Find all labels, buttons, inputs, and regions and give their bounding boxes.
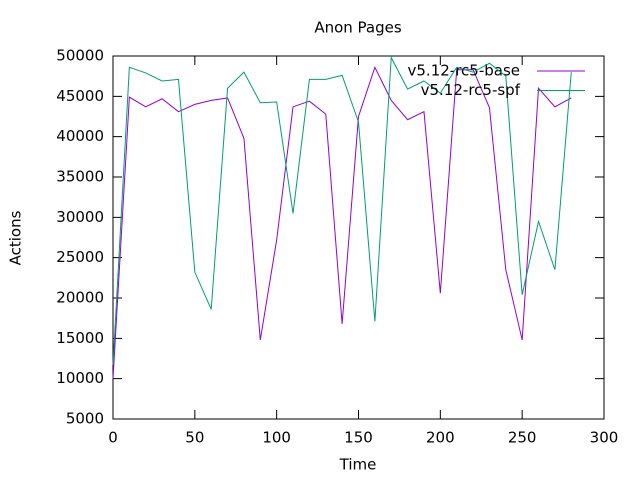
data-line [112,65,572,379]
x-tick-label: 100 [262,429,291,447]
x-tick-label: 250 [508,429,537,447]
legend-label: v5.12-rc5-base [408,62,521,80]
y-tick-label: 5000 [66,410,104,428]
y-tick-label: 30000 [56,208,104,226]
y-tick-label: 25000 [56,248,104,266]
y-tick-label: 20000 [56,289,104,307]
y-tick-label: 40000 [56,127,104,145]
y-tick-label: 35000 [56,168,104,186]
chart-title: Anon Pages [314,19,402,37]
y-tick-label: 50000 [56,47,104,65]
y-tick-label: 45000 [56,87,104,105]
plot-frame [112,55,605,420]
x-tick-label: 200 [426,429,455,447]
y-tick-label: 15000 [56,329,104,347]
x-tick-label: 300 [590,429,619,447]
x-tick-label: 150 [344,429,373,447]
legend-label: v5.12-rc5-spf [421,81,521,99]
y-tick-label: 10000 [56,369,104,387]
x-tick-label: 50 [185,429,204,447]
data-line [112,55,572,365]
x-tick-label: 0 [108,429,118,447]
x-axis-label: Time [339,456,377,474]
y-axis-label: Actions [7,210,25,265]
